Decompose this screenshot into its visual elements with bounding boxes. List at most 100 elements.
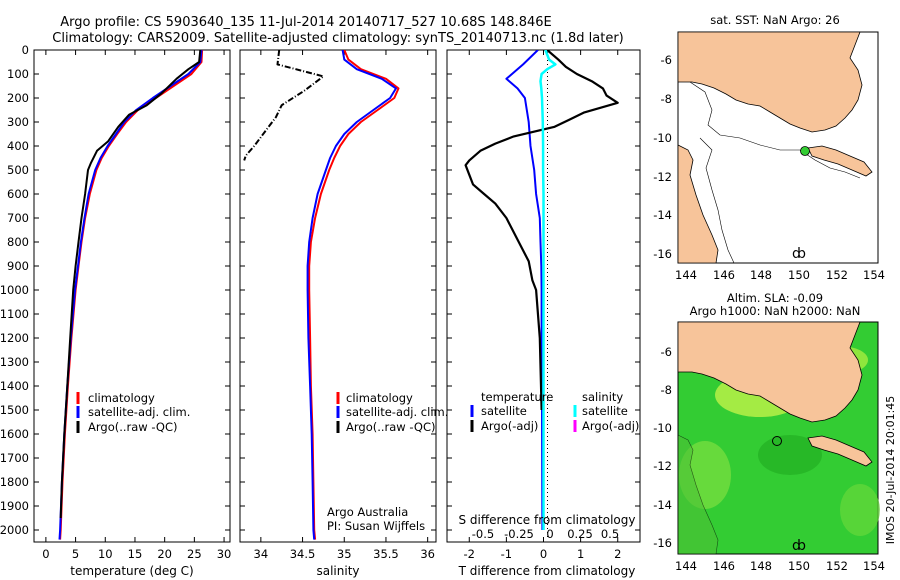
y-tick-label: 400 <box>7 139 29 153</box>
lon-tick: 150 <box>788 268 810 282</box>
lon-tick: 146 <box>713 559 735 573</box>
sla-map: Altim. SLA: -0.09 Argo h1000: NaN h2000:… <box>653 291 885 573</box>
y-tick-label: 200 <box>7 91 29 105</box>
x-tick-label: 10 <box>98 547 113 561</box>
legend-label-satellite-salinity: satellite <box>582 404 628 418</box>
series-line-satellite <box>505 50 544 531</box>
x-tick-label: 25 <box>187 547 202 561</box>
x-tick-label: 34 <box>254 547 269 561</box>
australia-landmass <box>677 434 719 555</box>
x-tick-label: -1 <box>501 547 512 561</box>
sla-map-title-2: Argo h1000: NaN h2000: NaN <box>690 304 861 318</box>
annotation-pi: PI: Susan Wijffels <box>327 519 425 533</box>
lon-tick: 146 <box>713 268 735 282</box>
difference-lines <box>464 50 619 531</box>
lat-tick: -10 <box>653 421 672 435</box>
y-tick-label: 1200 <box>0 331 29 345</box>
shelf-contour <box>689 81 861 264</box>
s-tick-label: -0.5 <box>472 527 494 541</box>
salinity-legend: climatology satellite-adj. clim. Argo(..… <box>336 391 448 434</box>
difference-x-ticks: -2 -1 0 1 2 <box>464 50 621 561</box>
series-line-satellite-salinity <box>539 50 557 530</box>
y-tick-label: 0 <box>22 43 29 57</box>
legend-label-climatology: climatology <box>88 391 155 405</box>
legend-label-argo: Argo(-adj) <box>481 419 538 433</box>
lat-tick: -8 <box>661 92 672 106</box>
lon-tick: 148 <box>750 268 772 282</box>
temperature-y-ticks: 0 100 200 300 400 500 600 700 800 900 1000 1100 1200… <box>0 43 230 537</box>
annotation-argo-australia: Argo Australia <box>327 505 408 519</box>
y-tick-label: 700 <box>7 211 29 225</box>
png-landmass <box>677 31 863 133</box>
y-tick-label: 1000 <box>0 283 29 297</box>
salinity-x-ticks: 34 34.5 35 35.5 36 <box>254 50 435 561</box>
legend-label-satellite: satellite-adj. clim. <box>346 405 448 419</box>
y-tick-label: 1400 <box>0 379 29 393</box>
temperature-panel: 0100200300400500600700800900100011001200… <box>0 43 231 578</box>
compass-glyph: ȸ <box>792 538 806 554</box>
x-tick-label: 5 <box>72 547 79 561</box>
legend-label-climatology: climatology <box>346 391 413 405</box>
sla-map-x-ticks: 144 146 148 150 152 154 <box>675 559 885 573</box>
sla-map-y-ticks: -6 -8 -10 -12 -14 -16 <box>653 345 672 550</box>
header-line-2: Climatology: CARS2009. Satellite-adjuste… <box>52 31 624 46</box>
temperature-lines <box>58 50 204 540</box>
salinity-x-label: salinity <box>316 564 359 578</box>
y-tick-label: 800 <box>7 235 29 249</box>
island-outline <box>807 435 873 467</box>
x-tick-label: 1 <box>577 547 584 561</box>
y-tick-label: 1500 <box>0 403 29 417</box>
y-tick-label: 1900 <box>0 499 29 513</box>
x-tick-label: 15 <box>128 547 143 561</box>
header-line-1: Argo profile: CS 5903640_135 11-Jul-2014… <box>60 15 551 30</box>
y-tick-label: 1300 <box>0 355 29 369</box>
series-line-argo-adj <box>464 50 619 411</box>
x-tick-label: 0 <box>540 547 547 561</box>
y-tick-label: 100 <box>7 67 29 81</box>
lon-tick: 148 <box>750 559 772 573</box>
difference-x-label: T difference from climatology <box>458 564 636 578</box>
s-tick-label: 0.5 <box>601 527 619 541</box>
lat-tick: -14 <box>653 498 672 512</box>
lat-tick: -8 <box>661 383 672 397</box>
legend-title-salinity: salinity <box>582 390 623 404</box>
legend-title-temperature: temperature <box>481 390 553 404</box>
png-landmass <box>677 321 863 423</box>
series-line-climatology <box>308 50 400 540</box>
y-tick-label: 1700 <box>0 451 29 465</box>
series-line-argo-raw-qc <box>243 50 325 161</box>
x-tick-label: 35 <box>337 547 352 561</box>
australia-landmass <box>677 144 719 264</box>
x-tick-label: 35.5 <box>373 547 399 561</box>
salinity-panel: 34 34.5 35 35.5 36 salinity climatology sate… <box>239 49 448 578</box>
lon-tick: 150 <box>788 559 810 573</box>
lat-tick: -6 <box>661 53 672 67</box>
difference-panel: -2 -1 0 1 2 T difference from climatology S … <box>446 49 641 578</box>
s-tick-label: 0.25 <box>567 527 593 541</box>
x-tick-label: 0 <box>42 547 49 561</box>
island-outline <box>807 145 873 177</box>
sst-map-x-ticks: 144 146 148 150 152 154 <box>675 268 885 282</box>
y-tick-label: 300 <box>7 115 29 129</box>
legend-label-argo: Argo(..raw -QC) <box>88 420 178 434</box>
x-tick-label: 34.5 <box>290 547 316 561</box>
legend-label-satellite: satellite <box>481 404 527 418</box>
lat-tick: -10 <box>653 131 672 145</box>
temperature-x-ticks: 0 5 10 15 20 25 30 <box>42 50 231 561</box>
y-tick-label: 2000 <box>0 523 29 537</box>
compass-glyph: ȸ <box>792 246 806 262</box>
difference-y-ticks <box>447 49 640 531</box>
y-tick-label: 1800 <box>0 475 29 489</box>
lon-tick: 152 <box>826 559 848 573</box>
lon-tick: 144 <box>675 559 697 573</box>
x-tick-label: -2 <box>464 547 475 561</box>
s-tick-label: -0.25 <box>504 527 534 541</box>
x-tick-label: 30 <box>217 547 232 561</box>
sla-light-patch <box>840 484 880 536</box>
lon-tick: 152 <box>826 268 848 282</box>
salinity-y-ticks <box>240 49 436 531</box>
sst-map-title: sat. SST: NaN Argo: 26 <box>710 13 840 27</box>
difference-legend-temperature: temperature satellite Argo(-adj) <box>470 390 553 433</box>
y-tick-label: 500 <box>7 163 29 177</box>
